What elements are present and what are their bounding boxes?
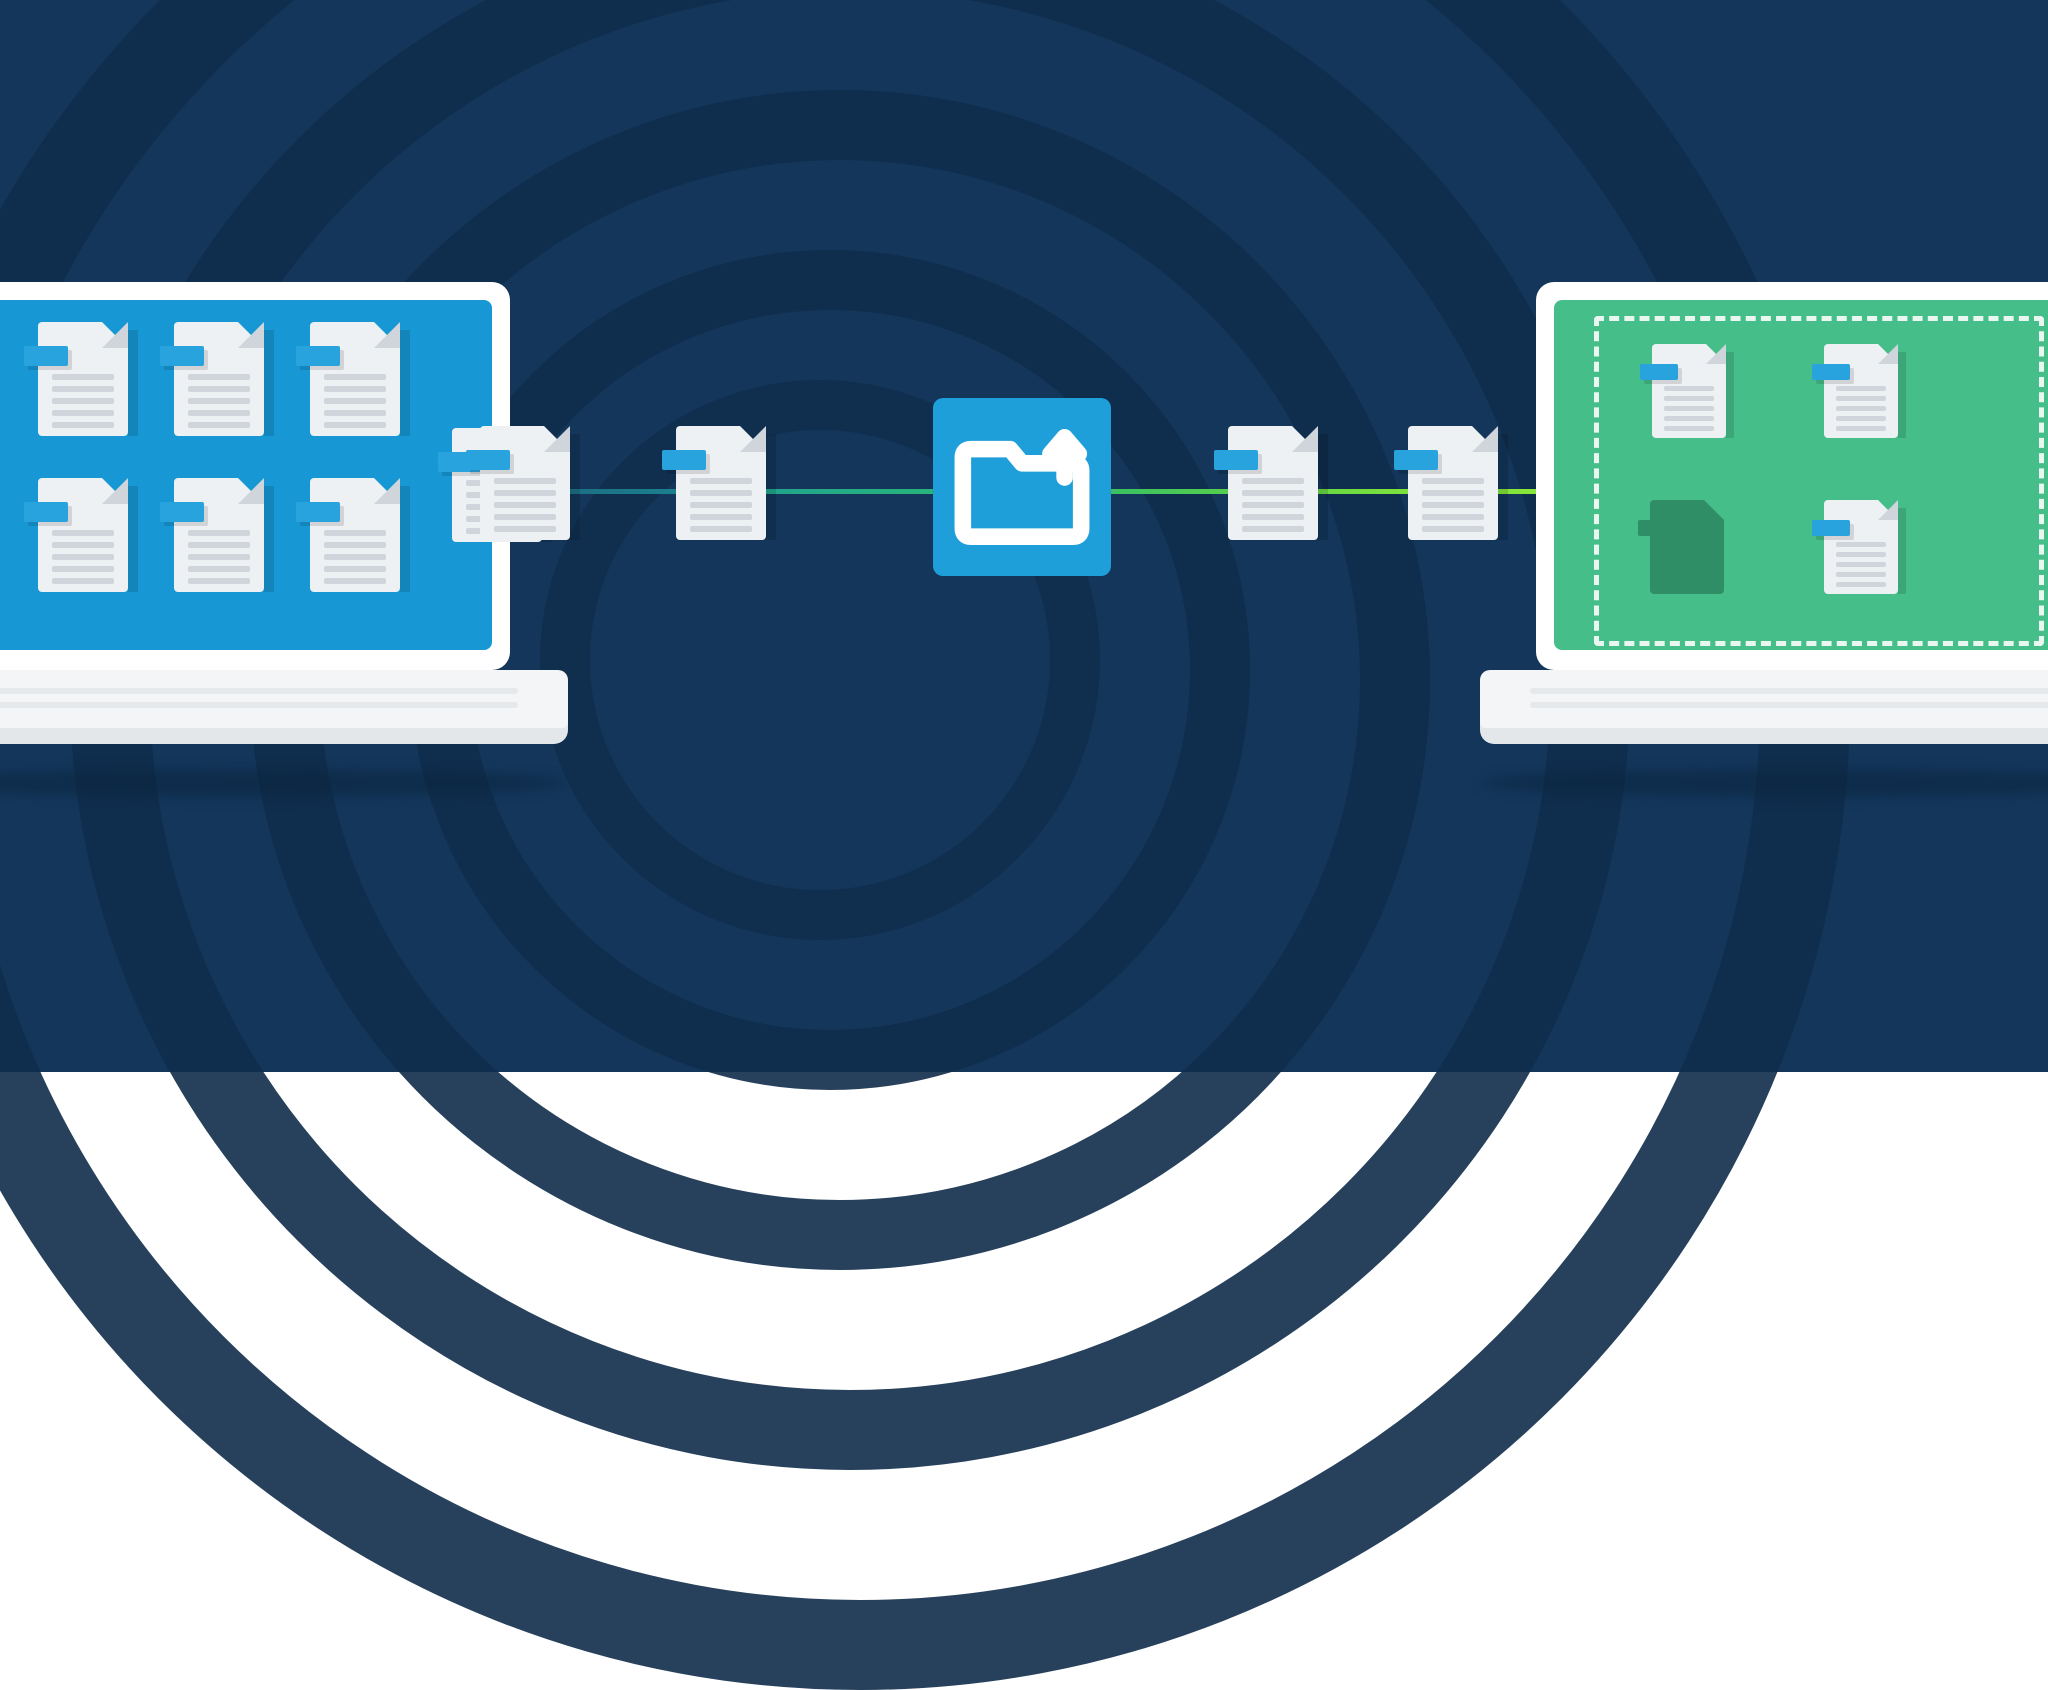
file-tab: [1812, 364, 1850, 380]
file-icon: [310, 478, 400, 592]
file-icon: [174, 478, 264, 592]
folder-upload-icon: [951, 416, 1093, 558]
file-icon-in-transit: [1408, 426, 1498, 540]
file-icon: [310, 322, 400, 436]
file-tab: [160, 502, 204, 522]
file-tab: [1214, 450, 1258, 470]
file-tab: [1394, 450, 1438, 470]
file-tab: [662, 450, 706, 470]
left-laptop-screen: [0, 300, 492, 650]
file-tab: [24, 346, 68, 366]
transfer-line: [1111, 489, 1228, 494]
file-icon: [1652, 344, 1726, 438]
file-icon: [38, 322, 128, 436]
file-tab: [296, 502, 340, 522]
file-tab: [24, 502, 68, 522]
file-tab: [160, 346, 204, 366]
file-tab: [1640, 364, 1678, 380]
file-placeholder-icon: [1650, 500, 1724, 594]
file-tab: [466, 450, 510, 470]
diagram-canvas: [0, 0, 2048, 1072]
right-laptop-screen: [1554, 300, 2048, 650]
file-icon-in-transit: [676, 426, 766, 540]
file-icon: [38, 478, 128, 592]
file-icon-in-transit: [1228, 426, 1318, 540]
file-icon: [174, 322, 264, 436]
file-tab: [1812, 520, 1850, 536]
file-icon-in-transit: [480, 426, 570, 540]
file-icon: [1824, 500, 1898, 594]
file-tab: [296, 346, 340, 366]
file-icon: [1824, 344, 1898, 438]
